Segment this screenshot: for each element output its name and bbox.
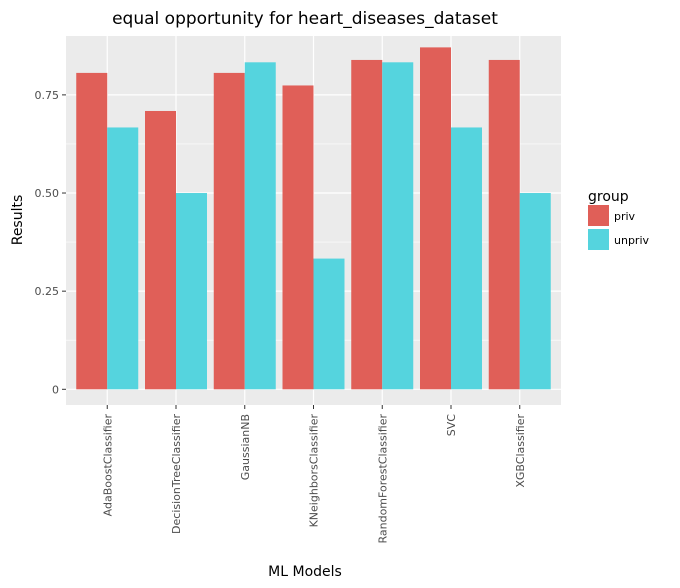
bar-priv xyxy=(213,72,245,390)
bar-unpriv xyxy=(313,258,345,390)
x-axis-title: ML Models xyxy=(268,564,342,580)
bar-unpriv xyxy=(382,62,414,390)
bar-unpriv xyxy=(176,193,207,390)
legend-title: group xyxy=(588,189,629,205)
bar-unpriv xyxy=(107,127,139,390)
y-tick-label: 0.75 xyxy=(35,89,60,102)
bar-priv xyxy=(351,59,383,390)
bar-unpriv xyxy=(451,127,482,390)
bar-unpriv xyxy=(519,193,551,390)
x-tick-label: AdaBoostClassifier xyxy=(101,414,114,517)
y-tick-label: 0.25 xyxy=(35,285,60,298)
y-tick-label: 0.50 xyxy=(35,187,60,200)
legend-swatch-unpriv xyxy=(588,229,609,250)
legend-label-priv: priv xyxy=(614,210,636,223)
x-tick-label: RandomForestClassifier xyxy=(376,414,389,544)
x-tick-label: KNeighborsClassifier xyxy=(308,414,321,528)
y-axis-title: Results xyxy=(10,195,26,246)
bar-priv xyxy=(488,59,520,390)
bar-unpriv xyxy=(244,62,276,390)
x-tick-label: SVC xyxy=(445,414,458,437)
y-axis: 0 0.25 0.50 0.75 xyxy=(35,89,66,396)
bar-priv xyxy=(76,72,108,390)
x-axis: AdaBoostClassifier DecisionTreeClassifier… xyxy=(101,405,527,544)
chart-title: equal opportunity for heart_diseases_dat… xyxy=(112,9,498,29)
legend-swatch-priv xyxy=(588,205,609,226)
bars xyxy=(76,47,551,390)
x-tick-label: DecisionTreeClassifier xyxy=(170,414,183,534)
bar-priv xyxy=(282,85,314,390)
bar-priv xyxy=(420,47,451,390)
legend-label-unpriv: unpriv xyxy=(614,234,650,247)
x-tick-label: GaussianNB xyxy=(239,414,252,480)
x-tick-label: XGBClassifier xyxy=(514,414,527,488)
y-tick-label: 0 xyxy=(52,383,59,396)
bar-priv xyxy=(145,110,176,390)
legend: group priv unpriv xyxy=(588,189,650,250)
